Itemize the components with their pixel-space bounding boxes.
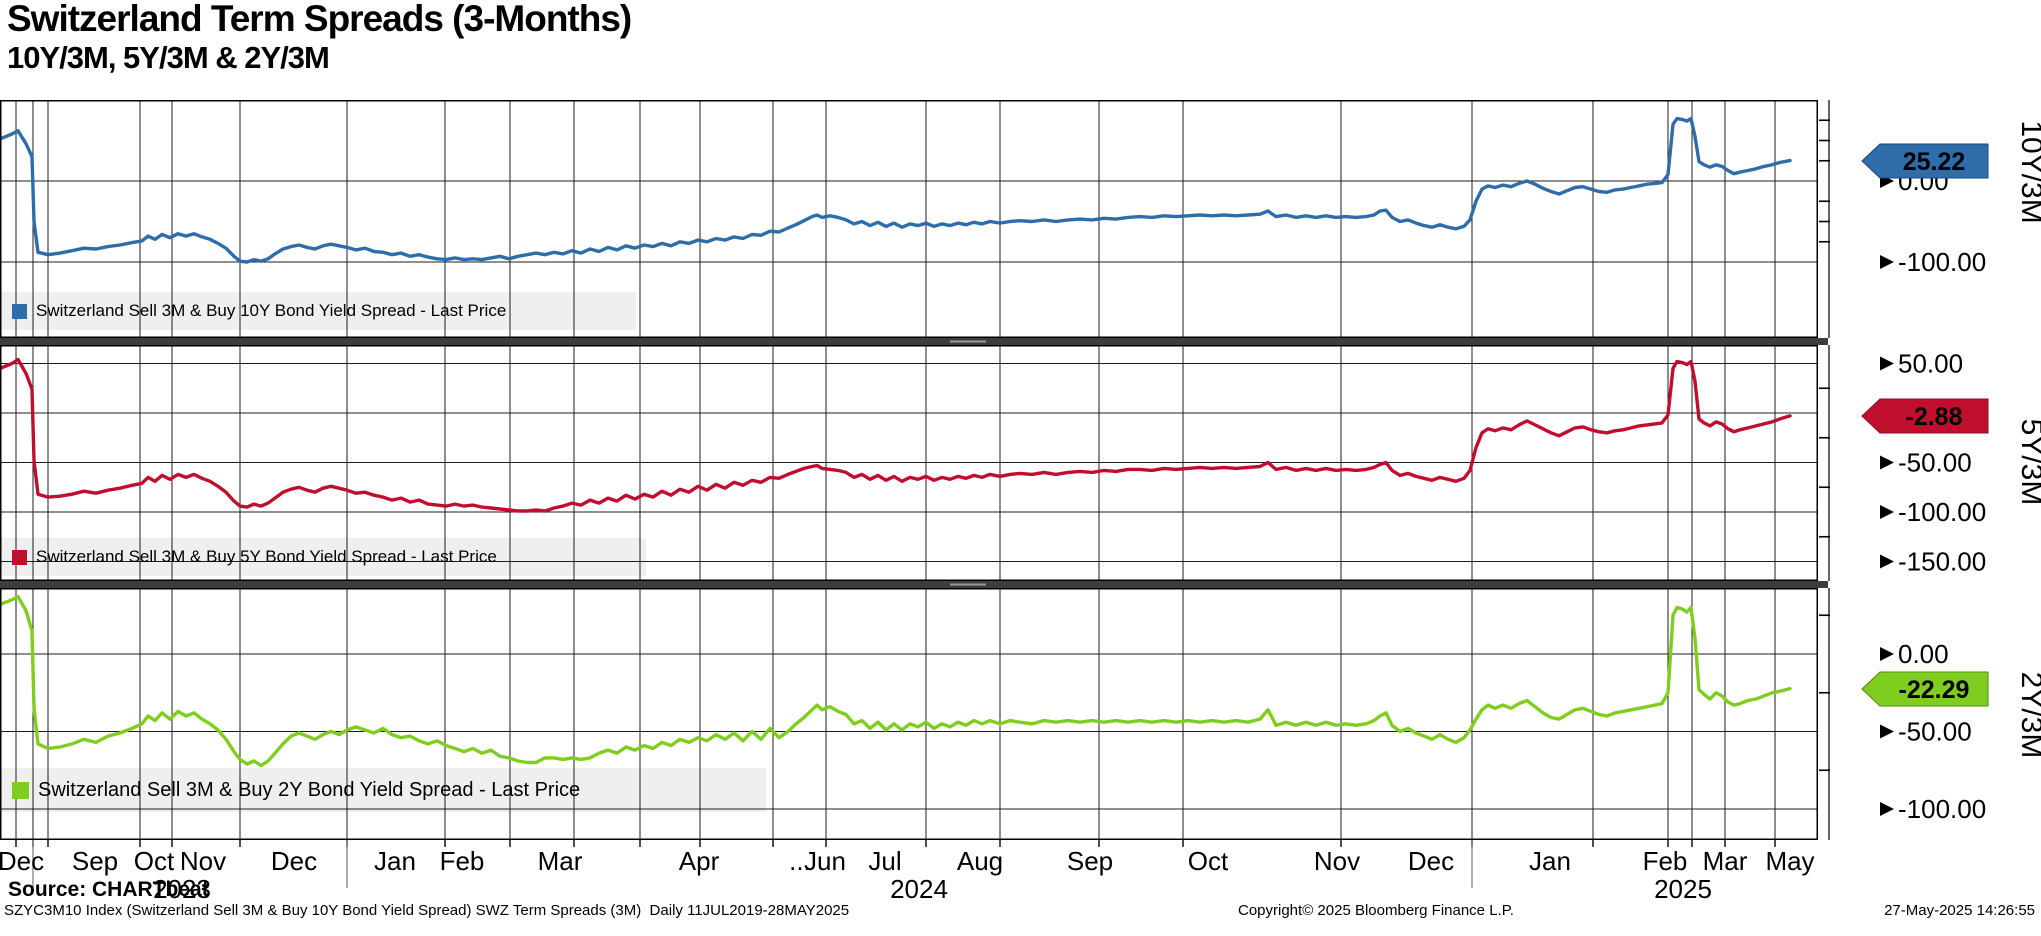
axis-label: -150.00 bbox=[1898, 547, 1986, 577]
legend-label: Switzerland Sell 3M & Buy 10Y Bond Yield… bbox=[36, 301, 507, 320]
x-axis-month-label: Oct bbox=[1188, 846, 1229, 876]
x-axis-month-label: Jan bbox=[374, 846, 416, 876]
legend-swatch-red-icon bbox=[12, 549, 27, 565]
axis-tick-arrow-icon bbox=[1880, 455, 1894, 470]
panel-axis-title-10y3m: 10Y/3M bbox=[2015, 120, 2041, 223]
x-axis-month-label: Dec bbox=[271, 846, 317, 876]
axis-label: 50.00 bbox=[1898, 349, 1963, 379]
last-price-value: -22.29 bbox=[1899, 676, 1970, 704]
legend-2y3m[interactable]: Switzerland Sell 3M & Buy 2Y Bond Yield … bbox=[0, 768, 766, 812]
series-line-10y3m[interactable] bbox=[0, 116, 1792, 264]
last-price-tag-5y3m[interactable] bbox=[1861, 398, 1989, 434]
axis-label: -100.00 bbox=[1898, 247, 1986, 277]
x-axis-year-label: 2024 bbox=[890, 874, 948, 904]
panel-axis-title-2y3m: 2Y/3M bbox=[2015, 672, 2041, 759]
x-axis-month-label: Mar bbox=[1703, 846, 1748, 876]
axis-label: 0.00 bbox=[1898, 639, 1949, 669]
x-axis-month-label: Jun bbox=[804, 846, 846, 876]
x-axis-month-label: Dec bbox=[0, 846, 44, 876]
axis-tick-arrow-icon bbox=[1880, 554, 1894, 569]
chart-title: Switzerland Term Spreads (3-Months) bbox=[7, 0, 632, 39]
x-axis-year-label: 2025 bbox=[1654, 874, 1712, 904]
footer-timestamp: 27-May-2025 14:26:55 bbox=[1884, 902, 2035, 919]
chart-subtitle: 10Y/3M, 5Y/3M & 2Y/3M bbox=[7, 40, 330, 75]
footer-copyright: Copyright© 2025 Bloomberg Finance L.P. bbox=[1238, 902, 1514, 919]
x-axis-month-label: Jan bbox=[1529, 846, 1571, 876]
x-axis-month-label: Apr bbox=[679, 846, 720, 876]
x-axis-month-label: Feb bbox=[1643, 846, 1688, 876]
footer-security-info: SZYC3M10 Index (Switzerland Sell 3M & Bu… bbox=[4, 902, 850, 919]
legend-bg bbox=[0, 768, 766, 812]
x-axis-month-label: Sep bbox=[1067, 846, 1113, 876]
axis-label: -50.00 bbox=[1898, 717, 1972, 747]
legend-label: Switzerland Sell 3M & Buy 5Y Bond Yield … bbox=[36, 547, 497, 566]
legend-5y3m[interactable]: Switzerland Sell 3M & Buy 5Y Bond Yield … bbox=[0, 538, 646, 576]
x-axis-month-label: Mar bbox=[538, 846, 583, 876]
series-line-5y3m[interactable] bbox=[0, 357, 1792, 513]
axis-tick-arrow-icon bbox=[1880, 802, 1894, 816]
panel-frame-2y3m bbox=[0, 588, 1818, 840]
legend-bg bbox=[0, 292, 636, 330]
panel-separator[interactable] bbox=[0, 581, 1828, 588]
axis-label: -50.00 bbox=[1898, 448, 1972, 478]
axis-tick-arrow-icon bbox=[1880, 505, 1894, 519]
last-price-value: 25.22 bbox=[1903, 148, 1966, 176]
legend-swatch-green-icon bbox=[12, 781, 29, 799]
source-label: Source: CHARTbeat bbox=[8, 878, 209, 901]
panel-separator[interactable] bbox=[0, 338, 1828, 345]
panel-axis-title-5y3m: 5Y/3M bbox=[2015, 419, 2041, 506]
x-axis-month-label: Nov bbox=[180, 846, 226, 876]
last-price-value: -2.88 bbox=[1906, 403, 1963, 431]
x-axis-month-label: Aug bbox=[957, 846, 1003, 876]
axis-tick-arrow-icon bbox=[1880, 255, 1894, 269]
x-axis-month-label: Nov bbox=[1314, 846, 1360, 876]
x-axis-month-label: Feb bbox=[440, 846, 485, 876]
axis-label: -100.00 bbox=[1898, 794, 1986, 824]
axis-tick-arrow-icon bbox=[1880, 647, 1894, 661]
x-axis-month-label: Sep bbox=[72, 846, 118, 876]
legend-10y3m[interactable]: Switzerland Sell 3M & Buy 10Y Bond Yield… bbox=[0, 292, 636, 330]
panel-frame-5y3m bbox=[0, 345, 1818, 581]
x-axis-month-label: Dec bbox=[1408, 846, 1454, 876]
separator-grip-icon[interactable] bbox=[950, 583, 986, 586]
axis-label: -100.00 bbox=[1898, 497, 1986, 527]
series-line-2y3m[interactable] bbox=[0, 594, 1792, 768]
axis-tick-arrow-icon bbox=[1880, 356, 1894, 371]
x-axis-month-label: Jul bbox=[868, 846, 901, 876]
separator-grip-icon[interactable] bbox=[950, 340, 986, 343]
legend-swatch-blue-icon bbox=[12, 303, 27, 319]
last-price-tag-2y3m[interactable] bbox=[1861, 671, 1989, 707]
last-price-tag-10y3m[interactable] bbox=[1861, 143, 1989, 179]
x-axis-month-label: ... bbox=[789, 846, 811, 876]
x-axis-month-label: May bbox=[1765, 846, 1814, 876]
legend-bg bbox=[0, 538, 646, 576]
panel-frame-10y3m bbox=[0, 100, 1818, 338]
x-axis-month-label: Oct bbox=[134, 846, 175, 876]
axis-tick-arrow-icon bbox=[1880, 724, 1894, 739]
x-axis-year-label: 2023 bbox=[153, 874, 211, 904]
legend-label: Switzerland Sell 3M & Buy 2Y Bond Yield … bbox=[38, 778, 581, 801]
